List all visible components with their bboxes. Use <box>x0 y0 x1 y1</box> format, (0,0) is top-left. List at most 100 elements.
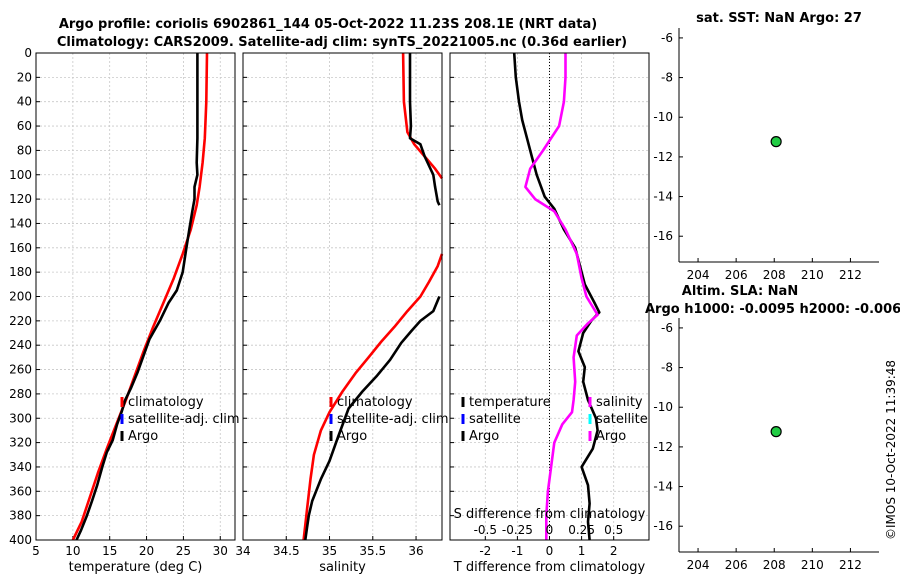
difference-xlabel: T difference from climatology <box>453 560 646 575</box>
salinity-series-climatology-deep <box>302 253 444 541</box>
temperature-ytick-label: 120 <box>9 192 32 206</box>
sla_map-xtick-label: 212 <box>839 558 862 572</box>
temperature-ytick-label: 260 <box>9 363 32 377</box>
temperature-legend-label: satellite-adj. clim <box>128 412 240 427</box>
sla_map-xtick-label: 210 <box>801 558 824 572</box>
difference-secondary-tick-label: 0.25 <box>568 523 595 537</box>
difference-xtick-label: 0 <box>546 544 554 558</box>
difference-series-s-diff-argo <box>524 53 599 540</box>
temperature-ytick-label: 280 <box>9 387 32 401</box>
main-title-line1: Argo profile: coriolis 6902861_144 05-Oc… <box>59 17 597 32</box>
difference-secondary-tick-label: -0.5 <box>474 523 497 537</box>
temperature-ytick-label: 160 <box>9 241 32 255</box>
salinity-legend-label: Argo <box>337 429 367 444</box>
sst_map-xtick-label: 212 <box>839 268 862 282</box>
sla_map-argo-point <box>770 426 782 438</box>
salinity-xtick-label: 35.5 <box>359 544 386 558</box>
sst_map-ytick-label: -16 <box>653 229 673 243</box>
sst_map-xtick-label: 208 <box>763 268 786 282</box>
salinity-xtick-label: 34.5 <box>273 544 300 558</box>
main-title-line2: Climatology: CARS2009. Satellite-adj cli… <box>57 35 627 50</box>
difference-xtick-label: 1 <box>578 544 586 558</box>
temperature-ytick-label: 320 <box>9 436 32 450</box>
sst_map-xtick-label: 204 <box>687 268 710 282</box>
temperature-ytick-label: 180 <box>9 265 32 279</box>
difference-secondary-tick-label: 0 <box>546 523 554 537</box>
temperature-series-climatology <box>71 52 209 541</box>
temperature-ytick-label: 340 <box>9 460 32 474</box>
temperature-legend-label: climatology <box>128 395 204 410</box>
temperature-ytick-label: 20 <box>17 70 32 84</box>
sst-map-title: sat. SST: NaN Argo: 27 <box>696 11 862 26</box>
sst_map-xtick-label: 206 <box>725 268 748 282</box>
sst_map-ytick-label: -8 <box>661 71 673 85</box>
temperature-xtick-label: 5 <box>32 544 40 558</box>
difference-secondary-tick-label: 0.5 <box>604 523 623 537</box>
difference-right-legend-label: salinity <box>596 395 643 410</box>
temperature-ytick-label: 360 <box>9 484 32 498</box>
temperature-xtick-label: 30 <box>213 544 228 558</box>
temperature-ytick-label: 200 <box>9 290 32 304</box>
plots-layer: 5 10 15 20 25 3002040608010012014016018020022… <box>9 11 900 575</box>
difference-series-t-diff-argo <box>512 52 601 541</box>
difference-left-legend-label: satellite <box>469 412 521 427</box>
difference-left-legend-label: Argo <box>469 429 499 444</box>
sla_map-ytick-label: -6 <box>661 321 673 335</box>
difference-left-legend-label: temperature <box>469 395 551 410</box>
salinity-legend-label: climatology <box>337 395 413 410</box>
temperature-ytick-label: 60 <box>17 119 32 133</box>
difference-xlabel-top: S difference from climatology <box>454 507 646 522</box>
difference-secondary-tick-label: -0.25 <box>502 523 533 537</box>
temperature-xtick-label: 20 <box>139 544 154 558</box>
salinity-series-argo-deep <box>304 295 441 541</box>
sla_map-ytick-label: -16 <box>653 519 673 533</box>
sla_map-ytick-label: -14 <box>653 480 673 494</box>
temperature-legend-label: Argo <box>128 429 158 444</box>
salinity-xtick-label: 36 <box>408 544 423 558</box>
temperature-series-argo <box>75 53 199 541</box>
sla_map-xtick-label: 208 <box>763 558 786 572</box>
temperature-xlabel: temperature (deg C) <box>69 560 203 575</box>
temperature-ytick-label: 300 <box>9 411 32 425</box>
salinity-legend-label: satellite-adj. clim <box>337 412 449 427</box>
sst_map-ytick-label: -10 <box>653 110 673 124</box>
salinity-axes-frame <box>242 52 443 541</box>
salinity-xlabel: salinity <box>319 560 366 575</box>
sla_map-ytick-label: -8 <box>661 361 673 375</box>
temperature-ytick-label: 100 <box>9 168 32 182</box>
temperature-ytick-label: 80 <box>17 143 32 157</box>
sst_map-ytick-label: -12 <box>653 150 673 164</box>
sla_map-xtick-label: 206 <box>725 558 748 572</box>
difference-right-legend-label: satellite <box>596 412 648 427</box>
temperature-ytick-label: 400 <box>9 533 32 547</box>
temperature-ytick-label: 140 <box>9 216 32 230</box>
salinity-series-argo <box>408 53 441 206</box>
sst_map-ytick-label: -14 <box>653 190 673 204</box>
temperature-ytick-label: 380 <box>9 509 32 523</box>
difference-xtick-label: -2 <box>479 544 491 558</box>
salinity-series-climatology <box>401 52 444 180</box>
temperature-ytick-label: 220 <box>9 314 32 328</box>
sla-map-title: Altim. SLA: NaN <box>682 284 798 299</box>
timestamp-stamp: ©IMOS 10-Oct-2022 11:39:48 <box>884 360 898 540</box>
temperature-xtick-label: 15 <box>102 544 117 558</box>
difference-xtick-label: 2 <box>610 544 618 558</box>
temperature-axes-frame <box>35 52 236 541</box>
sst_map-xtick-label: 210 <box>801 268 824 282</box>
sla_map-xtick-label: 204 <box>687 558 710 572</box>
sla-map-subtitle: Argo h1000: -0.0095 h2000: -0.006 <box>645 302 900 317</box>
difference-xtick-label: -1 <box>511 544 523 558</box>
temperature-xtick-label: 10 <box>65 544 80 558</box>
sst_map-ytick-label: -6 <box>661 31 673 45</box>
sst_map-argo-point <box>770 136 782 148</box>
difference-right-legend-label: Argo <box>596 429 626 444</box>
temperature-ytick-label: 40 <box>17 95 32 109</box>
temperature-xtick-label: 25 <box>176 544 191 558</box>
temperature-ytick-label: 0 <box>24 46 32 60</box>
salinity-xtick-label: 34 <box>235 544 250 558</box>
temperature-ytick-label: 240 <box>9 338 32 352</box>
salinity-xtick-label: 35 <box>322 544 337 558</box>
sla_map-ytick-label: -10 <box>653 400 673 414</box>
difference-axes-frame <box>449 52 650 541</box>
